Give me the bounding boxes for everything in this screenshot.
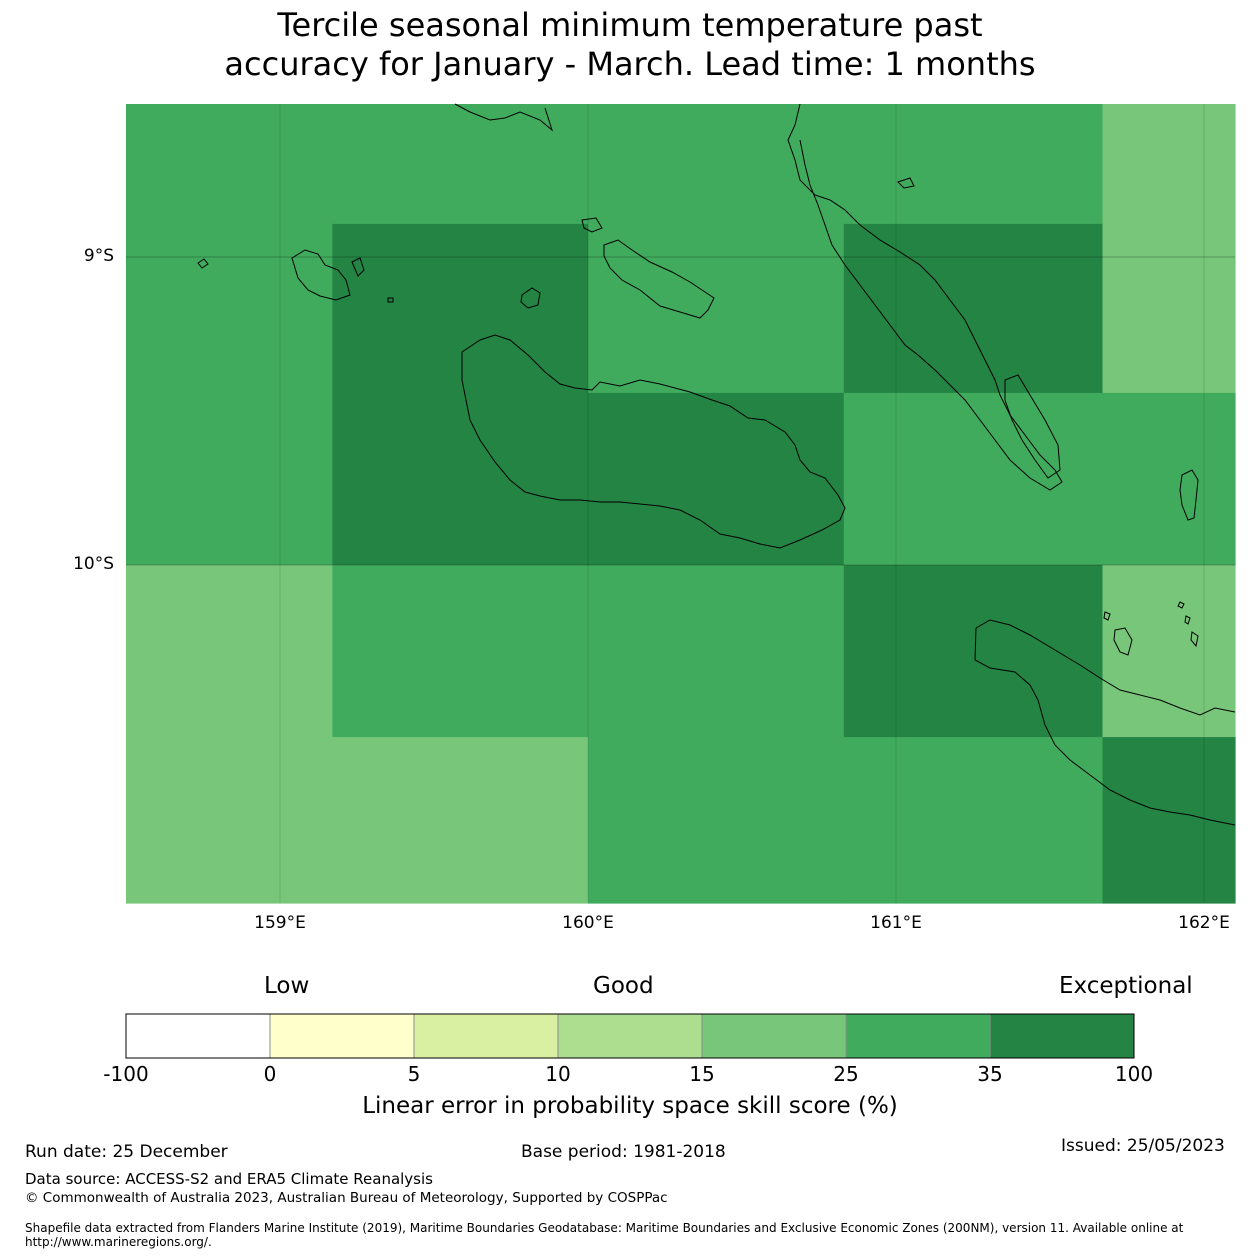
island-uki	[1113, 627, 1133, 656]
island-russell	[291, 249, 351, 301]
colorbar-tick: 5	[407, 1062, 421, 1086]
colorbar-tick: 15	[689, 1062, 715, 1086]
colorbar-swatch	[269, 1013, 415, 1059]
skill-cell	[126, 223, 333, 566]
skill-cell	[332, 565, 589, 738]
skill-cell	[1102, 392, 1236, 566]
colorbar-tick: 10	[545, 1062, 571, 1086]
island-makira	[975, 619, 1236, 716]
shapefile-credit: Shapefile data extracted from Flanders M…	[25, 1221, 1184, 1249]
colorbar-swatch	[845, 1013, 991, 1059]
skill-cell	[843, 223, 1104, 394]
colorbar-swatch	[989, 1013, 1135, 1059]
island-nggela-small	[581, 217, 603, 233]
colorbar-category-exceptional: Exceptional	[1059, 973, 1193, 999]
skill-cell	[1102, 565, 1236, 738]
colorbar-tick: -100	[103, 1062, 149, 1086]
islet-makira-3	[1184, 615, 1191, 625]
island-malaita	[787, 103, 1063, 491]
skill-cell	[1102, 223, 1236, 394]
islet-makira-4	[1190, 631, 1199, 648]
skill-cell	[126, 565, 333, 904]
skill-cell	[843, 737, 1104, 904]
island-ulawa	[1179, 469, 1199, 521]
skill-cell	[1102, 737, 1236, 904]
lat-label-9s: 9°S	[83, 246, 114, 266]
island-guadalcanal	[461, 334, 846, 549]
title-line-1: Tercile seasonal minimum temperature pas…	[277, 6, 983, 44]
skill-cell	[588, 223, 845, 394]
colorbar-tick: 100	[1114, 1062, 1154, 1086]
title-line-2: accuracy for January - March. Lead time:…	[224, 45, 1036, 83]
islet-russell-east	[387, 297, 394, 303]
colorbar-tick: 25	[833, 1062, 859, 1086]
colorbar-swatch	[413, 1013, 559, 1059]
skill-grid	[126, 104, 1236, 904]
skill-cell	[126, 104, 333, 225]
islet-makira-2	[1177, 601, 1185, 609]
copyright: © Commonwealth of Australia 2023, Austra…	[25, 1190, 668, 1206]
issued-date: Issued: 25/05/2023	[1061, 1136, 1225, 1156]
colorbar-tick: 35	[977, 1062, 1003, 1086]
skill-cell	[843, 104, 1104, 225]
skill-cell	[843, 565, 1104, 738]
colorbar-swatch	[125, 1013, 271, 1059]
island-santa-isabel	[454, 103, 553, 132]
data-source: Data source: ACCESS-S2 and ERA5 Climate …	[25, 1170, 433, 1188]
colorbar-swatch	[701, 1013, 847, 1059]
map-title: Tercile seasonal minimum temperature pas…	[0, 6, 1260, 84]
island-nggela	[603, 239, 715, 319]
skill-cell	[1102, 104, 1236, 225]
islet-west	[197, 258, 209, 269]
skill-cell	[332, 104, 589, 225]
islet-makira-1	[1103, 611, 1111, 621]
lat-label-10s: 10°S	[73, 554, 114, 574]
colorbar-category-good: Good	[593, 973, 654, 999]
colorbar-category-low: Low	[264, 973, 310, 999]
colorbar-swatch	[557, 1013, 703, 1059]
lon-label-161e: 161°E	[870, 913, 922, 933]
colorbar-tick: 0	[263, 1062, 277, 1086]
base-period: Base period: 1981-2018	[521, 1142, 726, 1162]
islet-malaita-north	[897, 177, 915, 189]
lon-label-159e: 159°E	[254, 913, 306, 933]
island-russell-small	[351, 257, 365, 277]
colorbar-outline	[125, 1013, 1135, 1059]
lon-label-160e: 160°E	[562, 913, 614, 933]
island-makira-south	[974, 627, 1236, 826]
skill-cell	[332, 737, 589, 904]
island-small-malaita	[1004, 374, 1061, 479]
skill-cell	[588, 392, 845, 566]
run-date: Run date: 25 December	[25, 1142, 228, 1162]
island-savo	[520, 287, 541, 309]
graticule	[126, 104, 1235, 903]
coastline	[197, 103, 1236, 826]
colorbar	[125, 1013, 1135, 1059]
colorbar-label: Linear error in probability space skill …	[362, 1093, 898, 1119]
skill-cell	[332, 223, 589, 566]
lon-label-162e: 162°E	[1178, 913, 1230, 933]
skill-cell	[588, 565, 845, 904]
skill-cell	[843, 392, 1104, 566]
skill-cell	[588, 104, 845, 225]
